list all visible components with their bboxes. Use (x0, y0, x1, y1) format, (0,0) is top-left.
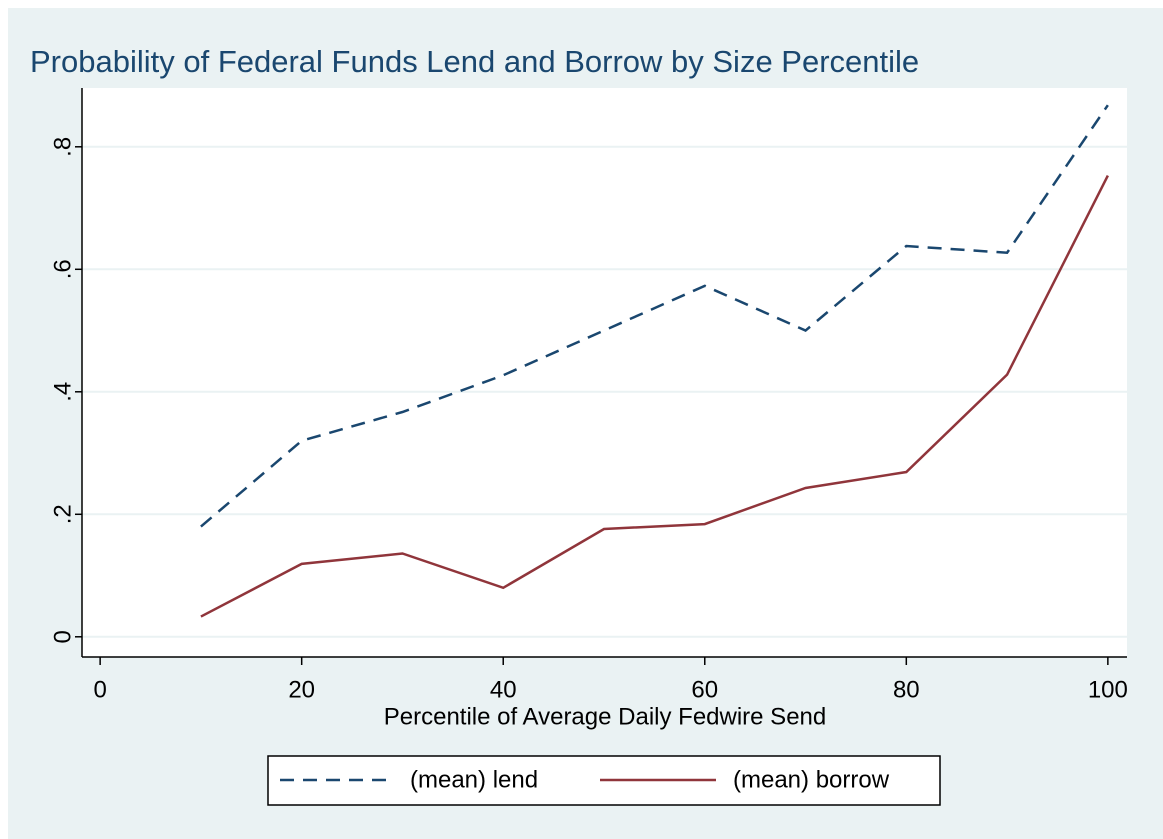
y-tick-label: .2 (49, 504, 76, 524)
y-tick-label: 0 (49, 630, 76, 643)
series-line (200, 175, 1109, 618)
x-tick-label: 100 (1088, 676, 1128, 703)
x-tick-label: 80 (893, 676, 920, 703)
x-tick-label: 40 (490, 676, 517, 703)
y-tick-label: .6 (49, 259, 76, 279)
x-tick-label: 20 (288, 676, 315, 703)
x-tick-label: 60 (691, 676, 718, 703)
y-tick-label: .4 (49, 382, 76, 402)
y-tick-label: .8 (49, 137, 76, 157)
series-line (200, 104, 1109, 528)
legend-label: (mean) lend (410, 766, 538, 793)
x-axis-title: Percentile of Average Daily Fedwire Send (384, 703, 826, 730)
x-tick-label: 0 (93, 676, 106, 703)
chart-title: Probability of Federal Funds Lend and Bo… (30, 44, 919, 79)
legend-label: (mean) borrow (733, 766, 890, 793)
plot-area (82, 88, 1127, 657)
